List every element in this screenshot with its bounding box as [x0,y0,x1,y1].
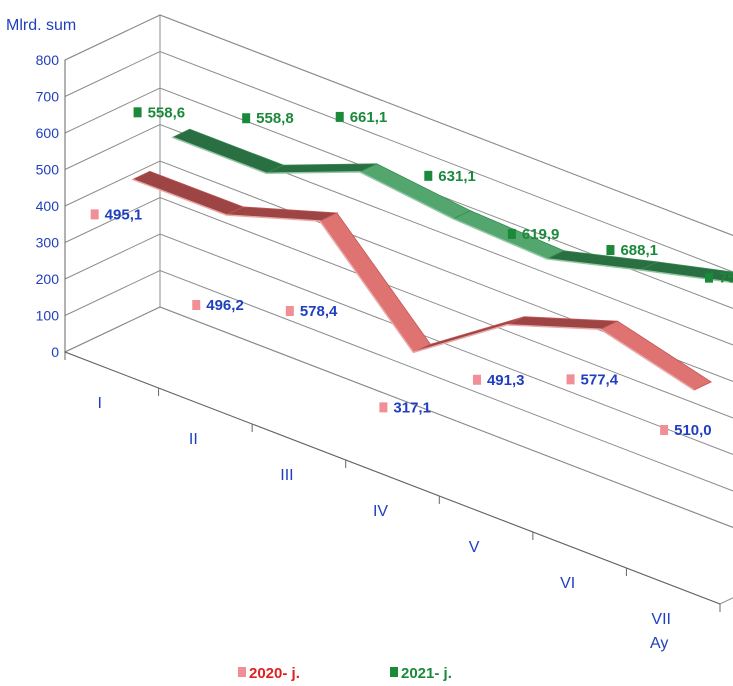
x-tick-label: V [469,539,480,556]
data-label-marker [192,299,201,310]
data-label-marker [379,402,388,413]
series-ribbons [131,128,733,391]
legend-swatch [238,667,246,677]
data-label: 558,8 [256,110,294,127]
data-label-marker [472,374,481,385]
data-label-marker [424,170,433,181]
data-label-marker [285,305,294,316]
gridline [64,14,733,236]
data-label: 317,1 [393,399,431,416]
y-tick-label: 700 [36,89,60,105]
data-label: 510,0 [674,422,712,439]
x-tick-label: VI [560,575,575,592]
data-label: 491,3 [487,372,525,389]
data-label-marker [133,107,142,118]
data-label-marker [705,272,714,283]
x-tick-label: I [98,395,102,412]
data-label: 752,2 [719,270,733,287]
x-axis-title: Ay [650,635,668,652]
data-label-marker [335,111,344,122]
x-tick-label: III [280,467,293,484]
data-labels: 495,1 496,2 578,4 317,1 491,3 577,4 510,0 558,6… [90,104,733,439]
gridline [64,269,733,492]
x-tick-label: IV [373,503,388,520]
y-axis-title: Mlrd. sum [6,17,76,34]
data-label: 558,6 [148,104,186,121]
data-label: 631,1 [438,168,476,185]
data-label-marker [90,209,99,220]
data-label: 495,1 [105,206,143,223]
data-label-marker [242,113,251,124]
series-1-ribbon [131,170,713,391]
y-tick-label: 200 [36,271,60,287]
y-tick-label: 600 [36,125,60,141]
series-1-line [132,178,695,391]
data-label-marker [566,374,575,385]
gridline [64,196,733,419]
y-tick-label: 500 [36,162,60,178]
legend-label: 2021- j. [401,665,452,682]
y-tick-labels: 0 100 200 300 400 500 600 700 800 [36,52,60,360]
y-tick-label: 400 [36,198,60,214]
gridline [64,306,733,528]
legend-label: 2020- j. [249,665,300,682]
legend: 2020- j. 2021- j. [238,665,452,682]
data-label: 578,4 [300,303,338,320]
data-label: 619,9 [522,226,560,243]
data-label-marker [606,245,615,256]
legend-item: 2020- j. [238,665,300,682]
series-2-line [172,136,733,284]
y-tick-label: 800 [36,52,60,68]
gridline [64,50,733,273]
x-tick-label: II [189,431,198,448]
y-tick-label: 300 [36,235,60,251]
data-label: 688,1 [620,242,658,259]
y-tick-label: 0 [51,344,59,360]
legend-item: 2021- j. [390,665,452,682]
y-tick-label: 100 [36,308,60,324]
x-tick-label: VII [651,611,671,628]
data-label: 661,1 [350,109,388,126]
data-label: 496,2 [206,297,244,314]
x-axis-line [64,351,721,605]
data-label: 577,4 [581,371,619,388]
gridline [64,123,733,346]
axes [64,60,721,612]
gridline [64,233,733,455]
data-label-marker [507,228,516,239]
legend-swatch [390,667,398,677]
data-label-marker [660,424,669,435]
